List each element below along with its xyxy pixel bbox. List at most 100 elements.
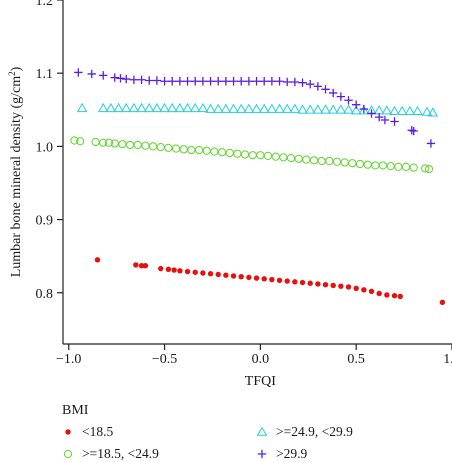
legend-marker (257, 449, 267, 459)
series-1 (70, 136, 434, 174)
data-point (353, 285, 359, 292)
data-point (304, 104, 316, 114)
data-point (166, 102, 178, 113)
data-point (330, 282, 336, 289)
data-point (125, 140, 135, 150)
data-point (313, 82, 323, 91)
data-point (194, 145, 204, 155)
data-point (94, 257, 101, 263)
data-point (205, 103, 216, 113)
legend-label: >=18.5, <24.9 (82, 446, 159, 461)
data-point (345, 284, 352, 290)
data-point (276, 277, 283, 284)
legend-label: >=24.9, <29.9 (276, 424, 353, 439)
data-point (307, 280, 313, 286)
y-axis-label-main: Lumbar bone mineral density (g/cm (9, 76, 24, 277)
data-point (229, 77, 238, 86)
data-point (256, 151, 265, 160)
x-tick-label: 0.0 (252, 352, 270, 367)
y-tick-label: 1.2 (36, 0, 54, 9)
data-point (394, 162, 403, 171)
data-point (118, 140, 127, 149)
data-point (358, 105, 370, 115)
data-point (374, 112, 384, 122)
data-point (248, 151, 257, 160)
y-axis-label: Lumbar bone mineral density (g/cm2) (7, 66, 24, 277)
data-point (138, 262, 145, 269)
data-point (305, 79, 315, 89)
data-point (141, 141, 150, 150)
data-point (271, 152, 280, 161)
data-point (286, 153, 296, 163)
data-point (120, 102, 132, 113)
series-3 (74, 68, 436, 148)
data-point (289, 103, 301, 113)
x-tick-label: −1.0 (56, 352, 81, 367)
data-point (381, 105, 393, 115)
data-point (267, 77, 277, 86)
data-point (294, 154, 303, 163)
data-point (160, 77, 169, 86)
data-point (99, 71, 108, 80)
data-point (97, 102, 109, 113)
data-point (351, 100, 361, 109)
data-point (302, 155, 311, 164)
data-point (221, 77, 231, 86)
data-point (292, 279, 298, 285)
data-point (421, 106, 433, 116)
data-point (279, 153, 288, 162)
data-point (76, 137, 85, 146)
data-point (129, 75, 139, 84)
data-point (187, 145, 196, 155)
data-point (299, 279, 306, 286)
data-point (439, 299, 446, 305)
data-point (376, 290, 382, 297)
data-point (179, 145, 188, 154)
y-tick-label: 0.8 (36, 287, 54, 302)
data-point (350, 105, 362, 115)
y-tick-label: 0.9 (36, 214, 54, 229)
data-point (165, 266, 172, 273)
data-point (152, 76, 162, 85)
data-point (355, 159, 365, 169)
data-point (386, 162, 395, 171)
data-point (251, 103, 262, 113)
data-point (210, 147, 219, 156)
data-point (274, 103, 285, 113)
data-point (137, 75, 146, 84)
data-point (174, 102, 186, 113)
data-point (105, 102, 117, 113)
data-point (159, 102, 170, 113)
data-point (384, 292, 390, 298)
data-point (145, 76, 154, 85)
data-point (116, 74, 125, 83)
data-point (99, 138, 108, 147)
data-point (142, 262, 149, 269)
data-point (424, 164, 434, 174)
data-point (184, 268, 191, 275)
data-point (260, 77, 269, 86)
legend-marker (63, 449, 73, 459)
data-point (371, 161, 380, 170)
data-point (87, 69, 96, 79)
y-axis: 0.8 0.9 1.0 1.1 1.2 (36, 0, 63, 302)
x-tick-label: 1.0 (443, 352, 452, 367)
data-point (91, 137, 100, 147)
data-point (361, 287, 367, 293)
data-point (243, 103, 255, 113)
legend-label: <18.5 (82, 424, 113, 439)
series-0 (94, 257, 446, 305)
data-point (200, 270, 206, 276)
data-point (380, 115, 390, 125)
data-point (261, 276, 267, 282)
data-point (217, 148, 227, 157)
data-point (269, 276, 275, 283)
data-point (246, 274, 252, 281)
data-point (367, 109, 376, 118)
data-point (368, 288, 375, 295)
data-point (253, 275, 260, 281)
data-point (191, 77, 200, 86)
data-point (182, 102, 193, 113)
data-point (297, 104, 308, 114)
